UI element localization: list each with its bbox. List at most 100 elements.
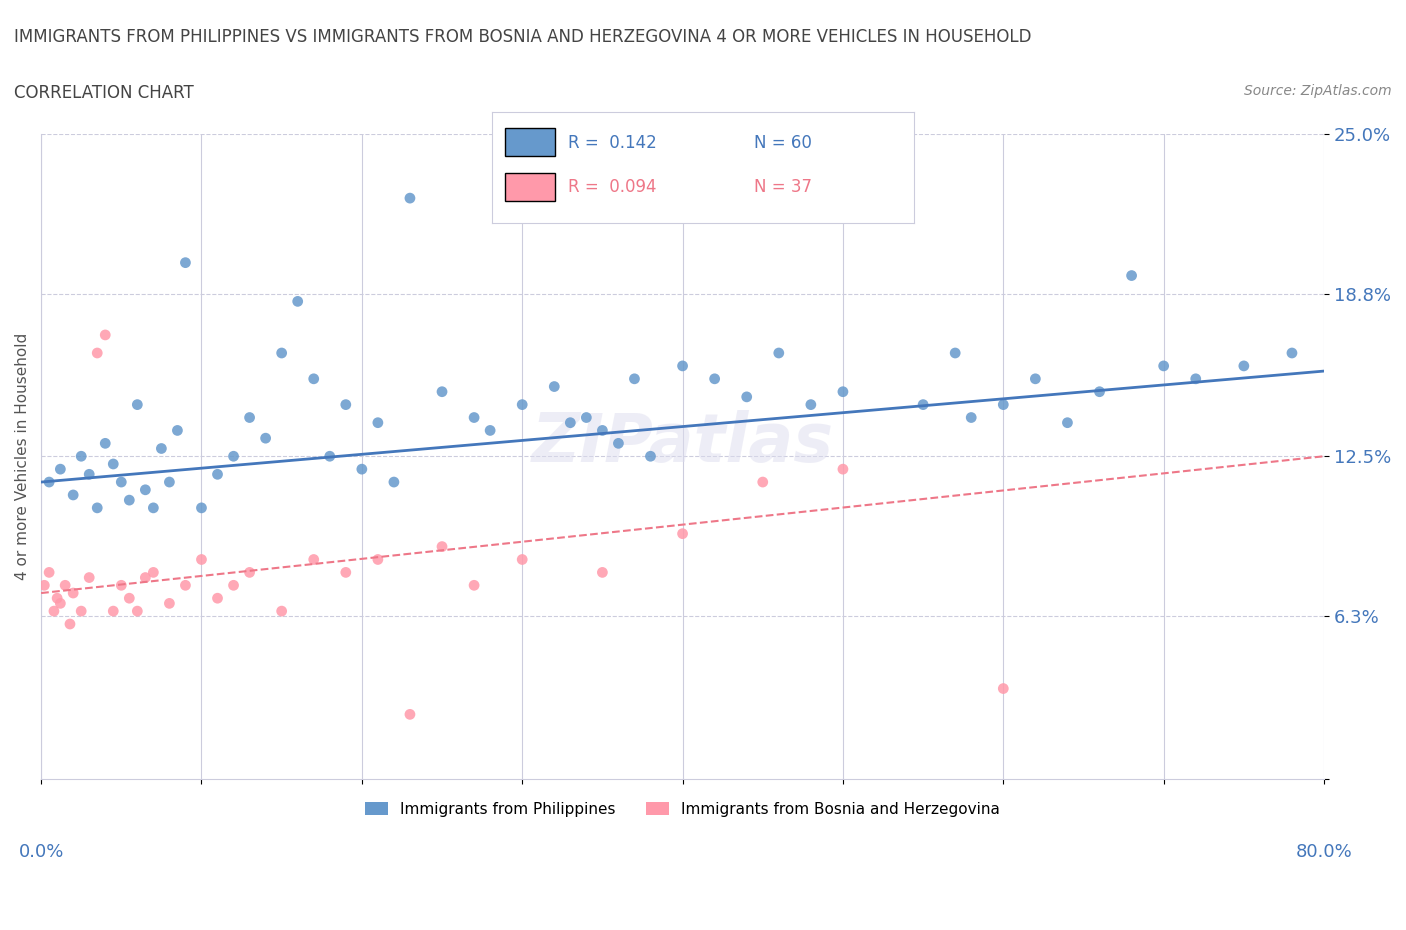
Point xyxy=(174,578,197,592)
Text: R =  0.142: R = 0.142 xyxy=(568,134,657,152)
Point xyxy=(350,461,373,476)
Point xyxy=(1281,346,1303,361)
Point xyxy=(49,596,72,611)
Point xyxy=(1233,358,1256,373)
Point xyxy=(222,578,245,592)
Point xyxy=(1184,371,1206,386)
Text: 80.0%: 80.0% xyxy=(1296,844,1353,861)
Point xyxy=(510,552,533,567)
Point xyxy=(430,539,453,554)
Point xyxy=(207,467,229,482)
Point xyxy=(53,578,76,592)
Point xyxy=(174,255,197,270)
Point xyxy=(943,346,966,361)
Point xyxy=(335,397,357,412)
Point xyxy=(1088,384,1111,399)
Point xyxy=(591,565,613,579)
Point xyxy=(463,410,485,425)
Point xyxy=(134,570,156,585)
Point xyxy=(1024,371,1046,386)
Point xyxy=(70,449,93,464)
Point xyxy=(591,423,613,438)
Point xyxy=(751,474,773,489)
Point xyxy=(270,346,292,361)
FancyBboxPatch shape xyxy=(505,128,555,156)
Point xyxy=(287,294,309,309)
Text: CORRELATION CHART: CORRELATION CHART xyxy=(14,84,194,101)
Point xyxy=(77,467,100,482)
Point xyxy=(157,596,180,611)
Point xyxy=(367,552,389,567)
Point xyxy=(575,410,598,425)
Legend: Immigrants from Philippines, Immigrants from Bosnia and Herzegovina: Immigrants from Philippines, Immigrants … xyxy=(359,795,1007,823)
Point xyxy=(640,449,662,464)
Point xyxy=(118,591,141,605)
Point xyxy=(768,346,790,361)
Point xyxy=(142,500,165,515)
Point xyxy=(560,416,582,431)
Point xyxy=(254,431,277,445)
Point xyxy=(960,410,983,425)
Point xyxy=(49,461,72,476)
Text: N = 60: N = 60 xyxy=(754,134,811,152)
Point xyxy=(127,397,149,412)
Point xyxy=(207,591,229,605)
Point xyxy=(190,552,212,567)
Point xyxy=(103,457,125,472)
Point xyxy=(86,500,108,515)
Text: IMMIGRANTS FROM PHILIPPINES VS IMMIGRANTS FROM BOSNIA AND HERZEGOVINA 4 OR MORE : IMMIGRANTS FROM PHILIPPINES VS IMMIGRANT… xyxy=(14,28,1032,46)
Point xyxy=(134,483,156,498)
Point xyxy=(735,390,758,405)
Point xyxy=(399,191,422,206)
Point xyxy=(607,436,630,451)
Point xyxy=(335,565,357,579)
Text: R =  0.094: R = 0.094 xyxy=(568,179,657,196)
Point xyxy=(77,570,100,585)
Point xyxy=(239,410,262,425)
Point xyxy=(703,371,725,386)
Point xyxy=(38,474,60,489)
Point xyxy=(671,526,693,541)
Point xyxy=(127,604,149,618)
Point xyxy=(70,604,93,618)
Point xyxy=(623,371,645,386)
Point xyxy=(94,327,117,342)
Point xyxy=(382,474,405,489)
Text: ZIPatlas: ZIPatlas xyxy=(531,410,834,476)
Point xyxy=(62,586,84,601)
Point xyxy=(367,416,389,431)
Point xyxy=(110,578,132,592)
Point xyxy=(142,565,165,579)
Point xyxy=(832,461,855,476)
Point xyxy=(1153,358,1175,373)
Point xyxy=(800,397,823,412)
Text: Source: ZipAtlas.com: Source: ZipAtlas.com xyxy=(1244,84,1392,98)
Point xyxy=(150,441,173,456)
Point xyxy=(912,397,935,412)
Point xyxy=(430,384,453,399)
Point xyxy=(319,449,342,464)
Point xyxy=(510,397,533,412)
Point xyxy=(222,449,245,464)
Point xyxy=(103,604,125,618)
Point xyxy=(86,346,108,361)
Point xyxy=(302,552,325,567)
Point xyxy=(543,379,565,394)
Point xyxy=(302,371,325,386)
Point xyxy=(1056,416,1078,431)
Point xyxy=(270,604,292,618)
Point xyxy=(479,423,502,438)
Point xyxy=(59,617,82,631)
Point xyxy=(42,604,65,618)
Point xyxy=(110,474,132,489)
Point xyxy=(38,565,60,579)
Point xyxy=(94,436,117,451)
FancyBboxPatch shape xyxy=(505,173,555,201)
Point xyxy=(118,493,141,508)
Point xyxy=(166,423,188,438)
Point xyxy=(832,384,855,399)
Point xyxy=(190,500,212,515)
Point xyxy=(157,474,180,489)
Point xyxy=(34,578,56,592)
Point xyxy=(1121,268,1143,283)
